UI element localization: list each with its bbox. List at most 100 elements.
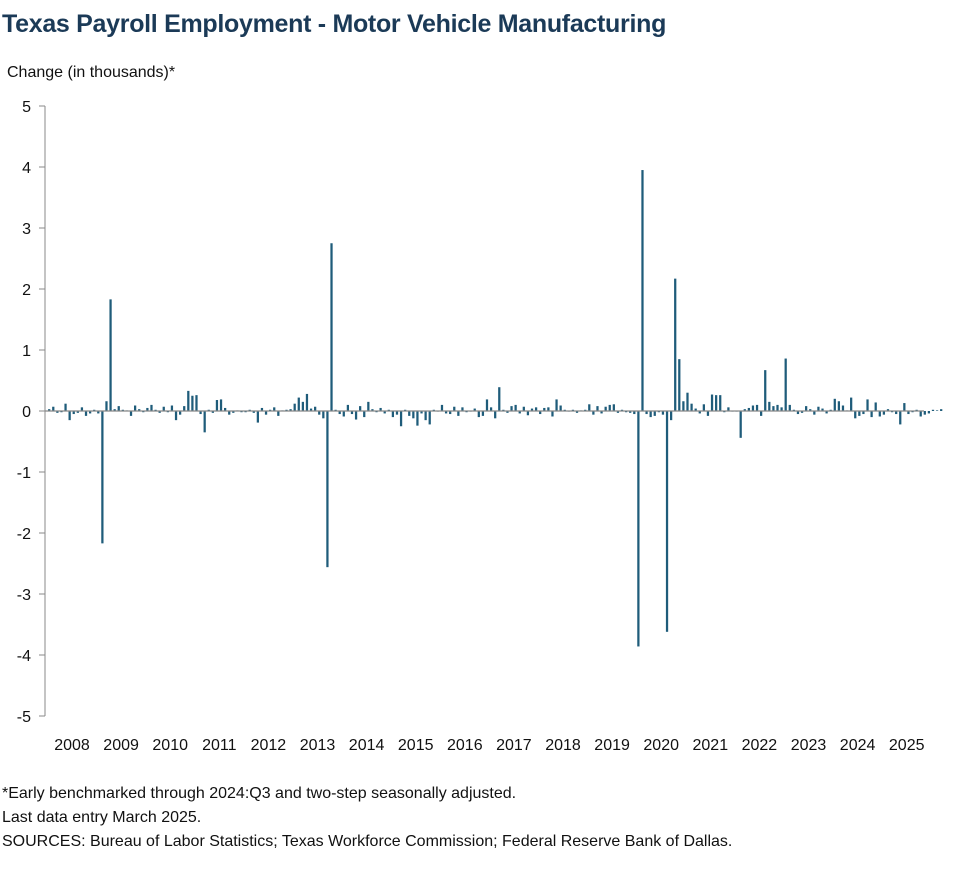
bar bbox=[854, 411, 857, 419]
bar bbox=[72, 411, 75, 415]
bar bbox=[866, 399, 869, 411]
bar bbox=[649, 411, 652, 418]
bar bbox=[629, 411, 632, 413]
bar bbox=[64, 403, 67, 411]
bar bbox=[215, 400, 219, 411]
bar bbox=[915, 409, 918, 411]
bar bbox=[256, 411, 259, 423]
y-tick-label: -3 bbox=[17, 587, 31, 604]
y-axis: 5 4 3 2 1 0 -1 -2 -3 -4 -5 bbox=[17, 99, 46, 726]
bar bbox=[923, 411, 926, 415]
bar bbox=[530, 408, 534, 411]
x-tick-label: 2020 bbox=[643, 737, 679, 754]
bar bbox=[596, 406, 599, 411]
bar bbox=[670, 411, 673, 421]
bar bbox=[719, 395, 722, 411]
bar bbox=[473, 408, 476, 411]
bar-series bbox=[48, 170, 943, 647]
bar bbox=[702, 404, 705, 411]
bar bbox=[502, 409, 505, 411]
x-tick-label: 2018 bbox=[545, 737, 581, 754]
bar bbox=[133, 405, 137, 411]
x-tick-label: 2024 bbox=[840, 737, 876, 754]
x-tick-label: 2017 bbox=[496, 737, 532, 754]
bar bbox=[637, 411, 640, 647]
bar bbox=[940, 409, 943, 411]
bar bbox=[342, 411, 345, 417]
y-tick-label: 1 bbox=[22, 343, 31, 360]
bar bbox=[870, 411, 873, 418]
bar bbox=[346, 404, 350, 411]
bar bbox=[428, 411, 431, 425]
bar bbox=[138, 409, 141, 411]
bar bbox=[219, 399, 223, 411]
bar bbox=[821, 408, 824, 411]
bar bbox=[162, 406, 165, 411]
bar bbox=[334, 409, 337, 411]
bar bbox=[408, 411, 411, 416]
bar bbox=[907, 411, 910, 415]
bar bbox=[543, 407, 546, 411]
bar bbox=[547, 407, 550, 411]
bar bbox=[101, 411, 104, 544]
y-tick-label: -4 bbox=[17, 648, 31, 665]
bar bbox=[232, 411, 235, 413]
bar bbox=[862, 411, 865, 415]
bar bbox=[559, 405, 562, 411]
bar bbox=[248, 409, 251, 411]
bar bbox=[690, 403, 693, 411]
bar bbox=[399, 411, 403, 427]
bar bbox=[498, 387, 501, 411]
bar bbox=[911, 411, 914, 413]
bar bbox=[461, 407, 464, 411]
bar bbox=[170, 405, 174, 411]
bar bbox=[551, 411, 554, 417]
bar bbox=[882, 411, 886, 415]
y-tick-label: 3 bbox=[22, 221, 31, 238]
bar bbox=[154, 409, 157, 411]
bar bbox=[817, 406, 820, 411]
bar bbox=[584, 409, 587, 411]
bar bbox=[395, 411, 399, 415]
bar bbox=[269, 409, 272, 411]
bar bbox=[338, 411, 341, 415]
bar bbox=[751, 405, 755, 411]
bar bbox=[772, 406, 775, 411]
x-tick-label: 2008 bbox=[54, 737, 90, 754]
bar bbox=[841, 405, 845, 411]
x-tick-label: 2019 bbox=[594, 737, 630, 754]
bar bbox=[183, 406, 186, 411]
bar bbox=[694, 408, 697, 411]
bar bbox=[142, 411, 145, 413]
bar bbox=[698, 411, 701, 414]
bar bbox=[755, 404, 759, 411]
bar bbox=[273, 407, 276, 411]
bar bbox=[179, 411, 182, 415]
bar bbox=[252, 411, 255, 413]
bar bbox=[56, 411, 59, 413]
bar bbox=[571, 409, 575, 411]
bar bbox=[661, 411, 665, 415]
bar bbox=[489, 407, 493, 411]
bar bbox=[203, 411, 206, 433]
y-tick-label: -5 bbox=[17, 709, 31, 726]
bar bbox=[792, 409, 795, 411]
bar bbox=[264, 411, 268, 415]
bar bbox=[420, 411, 423, 414]
bar bbox=[305, 393, 309, 411]
bar bbox=[84, 411, 88, 416]
x-tick-label: 2016 bbox=[447, 737, 483, 754]
bar bbox=[903, 403, 906, 411]
bar bbox=[322, 411, 325, 419]
bar bbox=[665, 411, 669, 632]
bar bbox=[260, 407, 264, 411]
bar bbox=[833, 398, 836, 411]
bar bbox=[146, 407, 149, 411]
bar bbox=[359, 406, 362, 411]
bar bbox=[121, 409, 124, 411]
bar bbox=[788, 404, 791, 411]
x-tick-label: 2023 bbox=[791, 737, 827, 754]
bar bbox=[309, 408, 313, 411]
bar bbox=[129, 411, 133, 416]
bar bbox=[211, 411, 214, 413]
